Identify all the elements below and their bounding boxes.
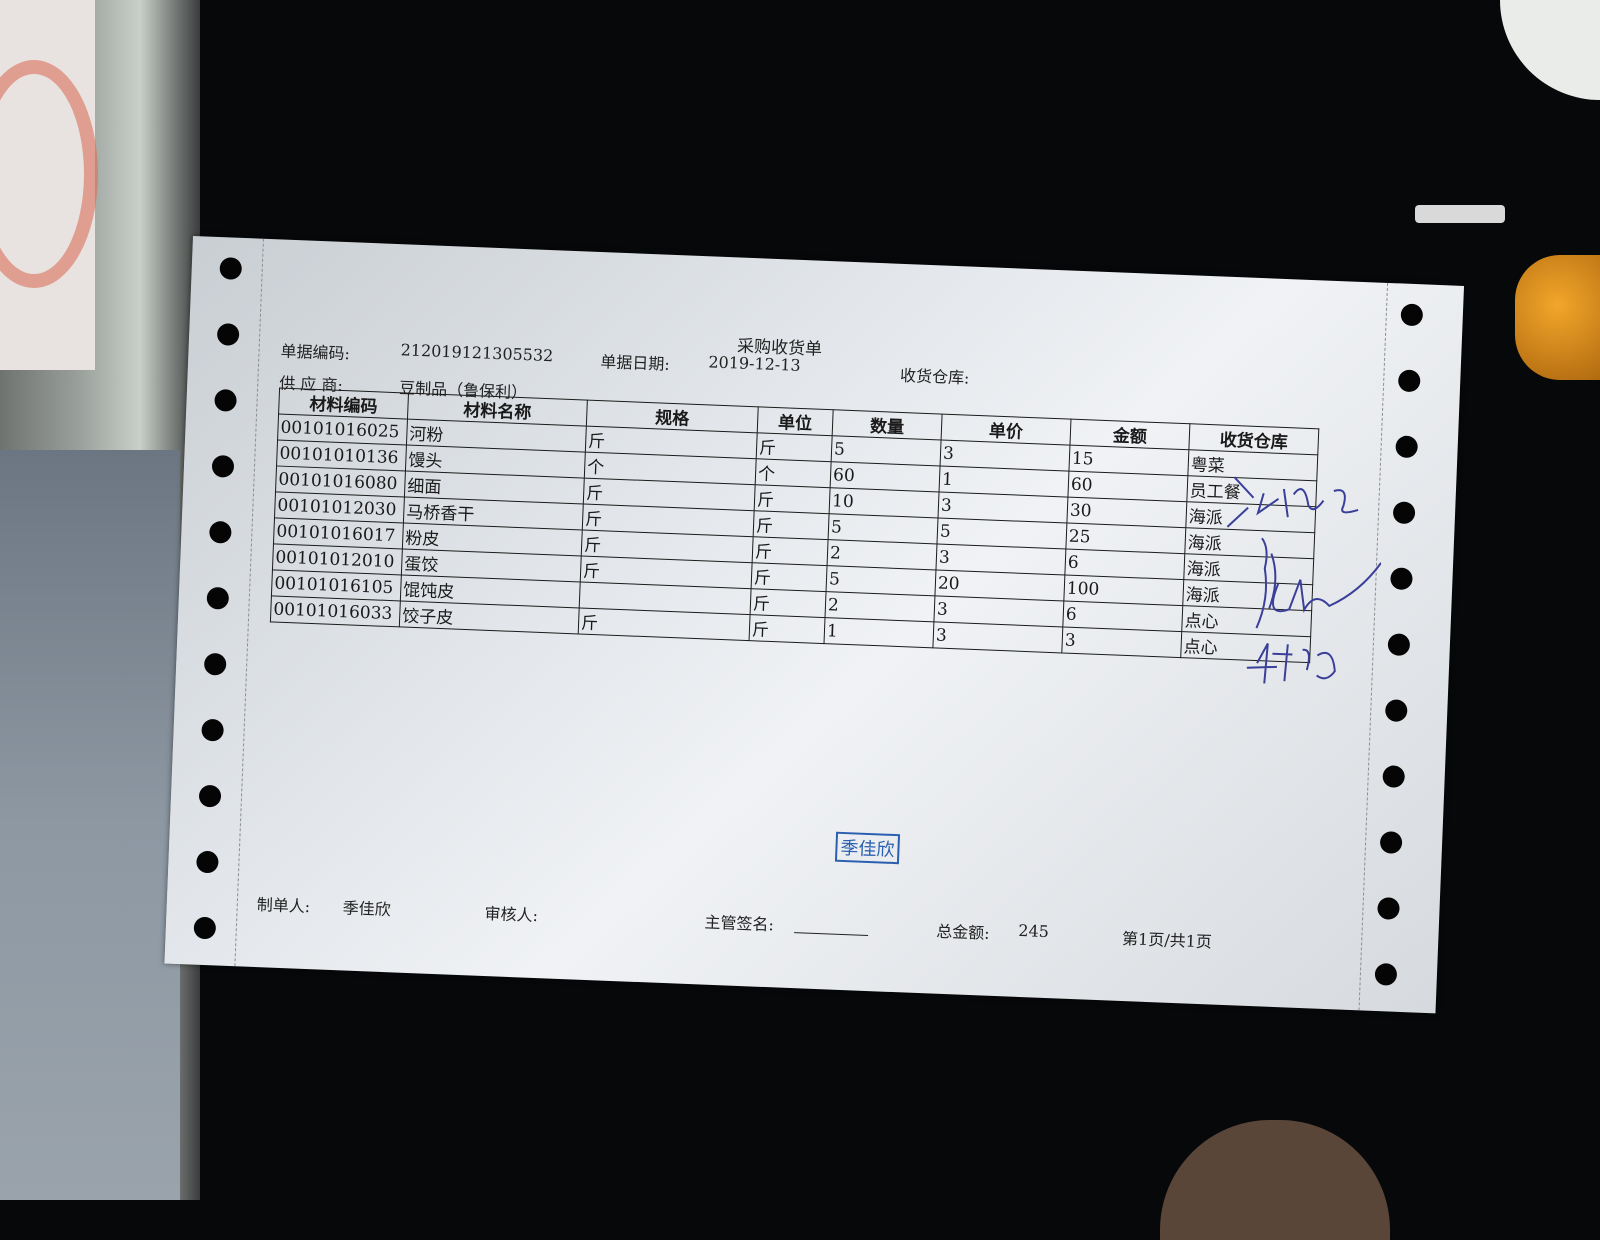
tractor-feed-hole xyxy=(201,718,225,742)
background-pen xyxy=(1415,205,1505,223)
background-card xyxy=(0,0,98,370)
tractor-feed-hole xyxy=(1400,303,1424,327)
tractor-feed-hole xyxy=(1392,501,1416,525)
supervisor-signature-line xyxy=(794,932,869,937)
tractor-feed-hole xyxy=(219,257,243,280)
background-lamp xyxy=(1500,0,1600,100)
receipt-paper: 采购收货单 单据编码: 212019121305532 单据日期: 2019-1… xyxy=(164,236,1465,1014)
cell-unit: 斤 xyxy=(749,614,826,644)
signature-1 xyxy=(1226,476,1359,528)
cell-unit: 斤 xyxy=(753,510,830,540)
tractor-feed-hole xyxy=(203,652,227,676)
cell-unit: 斤 xyxy=(752,536,829,566)
background-orange-object xyxy=(1515,255,1600,380)
tractor-feed-hole xyxy=(211,454,235,478)
tractor-feed-hole xyxy=(1377,897,1400,920)
tractor-feed-hole xyxy=(1374,962,1398,986)
cell-code: 00101016033 xyxy=(270,595,401,627)
name-stamp: 季佳欣 xyxy=(834,831,901,865)
background-finger xyxy=(1160,1120,1390,1240)
cell-price: 3 xyxy=(932,621,1063,653)
date-label: 单据日期: xyxy=(600,352,671,374)
tractor-feed-hole xyxy=(216,323,240,346)
supervisor-label: 主管签名: xyxy=(704,912,775,935)
tractor-feed-hole xyxy=(196,850,219,874)
handwritten-signatures xyxy=(1226,476,1382,684)
maker-value: 季佳欣 xyxy=(342,898,392,920)
reviewer-label: 审核人: xyxy=(484,903,539,926)
items-table: 材料编码 材料名称 规格 单位 数量 单价 金额 收货仓库 0010101602… xyxy=(270,387,1319,663)
doc-no-value: 212019121305532 xyxy=(400,340,554,366)
cell-amount: 3 xyxy=(1061,626,1182,658)
signature-2 xyxy=(1268,553,1382,614)
flower-decoration xyxy=(0,60,98,288)
tractor-feed-hole xyxy=(1387,633,1411,657)
background-papers xyxy=(0,450,180,1200)
header-unit: 单位 xyxy=(757,406,834,436)
total-label: 总金额: xyxy=(935,921,991,943)
tractor-feed-hole xyxy=(206,586,230,610)
cell-qty: 1 xyxy=(823,617,934,648)
tractor-feed-hole xyxy=(1382,765,1406,788)
tractor-feed-hole xyxy=(1384,699,1408,723)
cell-unit: 个 xyxy=(755,458,832,488)
tractor-feed-hole xyxy=(1395,435,1419,459)
tractor-feed-hole xyxy=(1390,567,1413,591)
page-indicator: 第1页/共1页 xyxy=(1121,929,1213,952)
total-value: 245 xyxy=(1017,920,1050,942)
bracket-mark xyxy=(1255,537,1268,629)
cell-unit: 斤 xyxy=(754,484,831,514)
cell-unit: 斤 xyxy=(750,588,827,618)
warehouse-label: 收货仓库: xyxy=(899,365,970,388)
maker-label: 制单人: xyxy=(256,895,311,917)
tractor-feed-hole xyxy=(198,784,222,808)
tractor-feed-hole xyxy=(1379,831,1403,854)
doc-no-label: 单据编码: xyxy=(280,341,351,364)
date-value: 2019-12-13 xyxy=(708,352,802,375)
signature-3 xyxy=(1246,643,1336,684)
tractor-feed-hole xyxy=(208,520,232,544)
tractor-feed-hole xyxy=(193,916,217,940)
tractor-feed-hole xyxy=(214,388,237,412)
cell-spec: 斤 xyxy=(578,607,751,641)
tractor-feed-hole xyxy=(1397,369,1421,393)
cell-unit: 斤 xyxy=(756,432,833,462)
cell-unit: 斤 xyxy=(751,562,828,592)
perforation-left xyxy=(234,238,264,967)
